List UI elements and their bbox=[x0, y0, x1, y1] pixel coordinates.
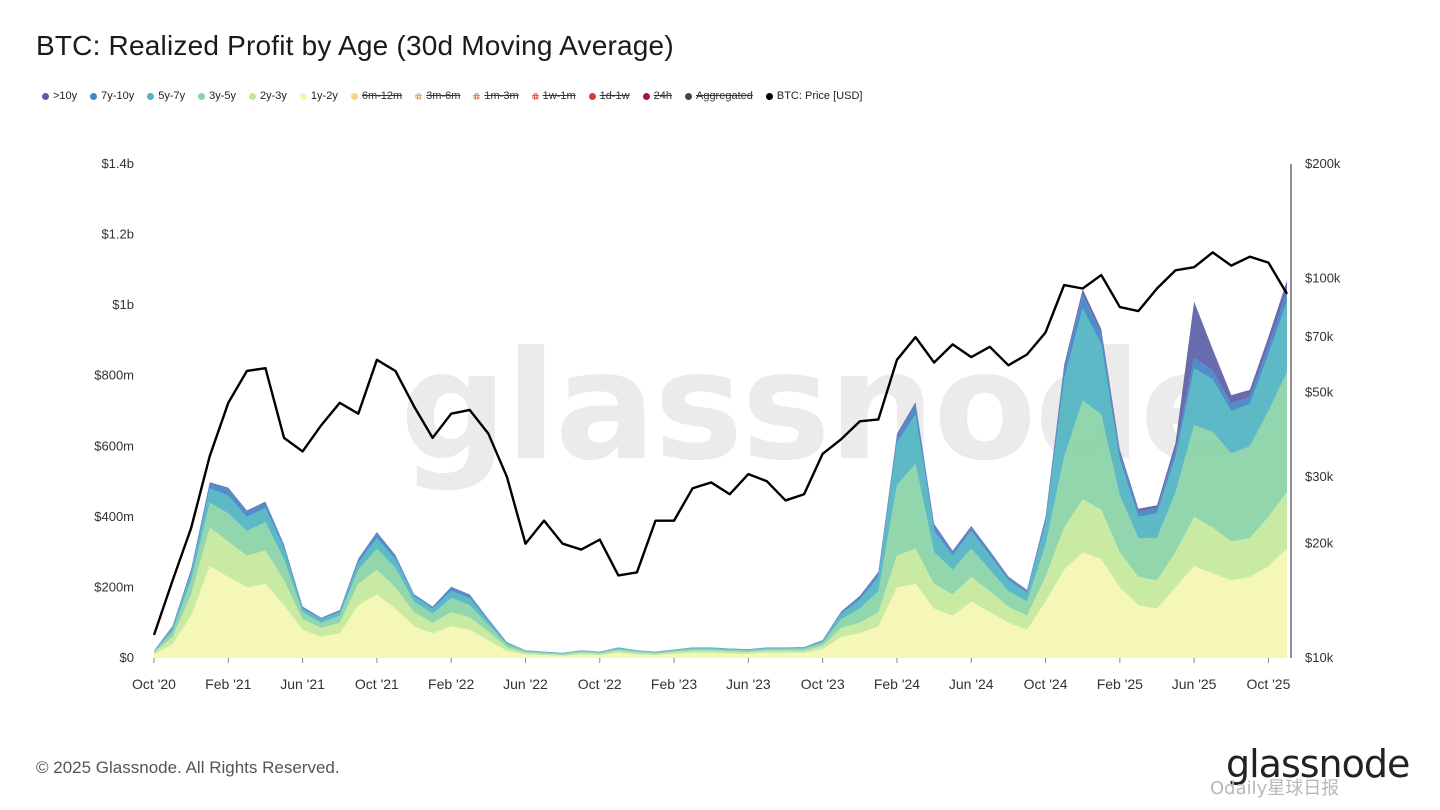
legend-label: 1m-3m bbox=[484, 90, 519, 102]
legend-label: 6m-12m bbox=[361, 90, 403, 102]
y-left-tick-label: $200m bbox=[94, 579, 134, 594]
x-tick-label: Jun '21 bbox=[280, 676, 325, 692]
legend-label: Aggregated bbox=[695, 90, 753, 102]
legend-dot-icon bbox=[299, 92, 307, 100]
area-series-2 bbox=[154, 372, 1287, 655]
legend-label: 3y-5y bbox=[209, 90, 237, 102]
y-right-tick-label: $20k bbox=[1305, 536, 1334, 551]
legend-item[interactable]: 24h bbox=[642, 90, 672, 102]
y-right-tick-label: $10k bbox=[1305, 650, 1334, 665]
y-left-tick-label: $0 bbox=[120, 650, 134, 665]
y-left-tick-label: $1.2b bbox=[101, 227, 134, 242]
legend-item[interactable]: 1y-2y bbox=[299, 90, 338, 102]
legend-item[interactable]: >10y bbox=[42, 90, 77, 102]
x-tick-label: Oct '23 bbox=[801, 676, 845, 692]
overlay-watermark: Odaily星球日报 bbox=[1210, 778, 1340, 799]
legend-dot-icon bbox=[42, 92, 49, 100]
legend-item[interactable]: 2y-3y bbox=[249, 90, 287, 102]
legend-dot-icon bbox=[198, 92, 206, 100]
y-left-tick-label: $1b bbox=[112, 297, 134, 312]
legend-item[interactable]: 7y-10y bbox=[90, 90, 134, 102]
glassnode-logo: glassnode bbox=[1226, 742, 1410, 786]
legend-label: 5y-7y bbox=[158, 90, 186, 102]
price-line bbox=[152, 251, 1289, 636]
x-tick-label: Jun '23 bbox=[726, 676, 771, 692]
legend-dot-icon bbox=[147, 92, 155, 100]
chart-legend: >10y 7y-10y 5y-7y 3y-5y 2y-3y 1y-2y 6m-12m 3m-6… bbox=[42, 90, 875, 102]
legend-label: 1w-1m bbox=[542, 90, 576, 102]
y-left-tick-label: $400m bbox=[94, 509, 134, 524]
legend-label: 1d-1w bbox=[599, 90, 630, 102]
legend-dot-icon bbox=[90, 92, 98, 100]
x-tick-label: Oct '22 bbox=[578, 676, 622, 692]
legend-dot-icon bbox=[249, 92, 257, 100]
x-tick-label: Jun '24 bbox=[949, 676, 994, 692]
legend-dot-icon bbox=[642, 92, 650, 100]
legend-label: 3m-6m bbox=[426, 90, 461, 102]
legend-item[interactable]: 3y-5y bbox=[198, 90, 236, 102]
legend-label: >10y bbox=[53, 90, 78, 102]
x-tick-label: Oct '25 bbox=[1246, 676, 1290, 692]
legend-item[interactable]: 3m-6m bbox=[415, 90, 460, 102]
copyright-text: © 2025 Glassnode. All Rights Reserved. bbox=[36, 758, 340, 777]
legend-item[interactable]: 5y-7y bbox=[147, 90, 185, 102]
legend-item[interactable]: Aggregated bbox=[684, 90, 753, 102]
y-right-tick-label: $200k bbox=[1305, 156, 1341, 171]
legend-dot-icon bbox=[415, 92, 423, 100]
area-series-1 bbox=[154, 492, 1287, 656]
legend-dot-icon bbox=[473, 92, 481, 100]
y-left-tick-label: $600m bbox=[94, 438, 134, 453]
area-series-0 bbox=[154, 548, 1287, 658]
x-tick-label: Oct '21 bbox=[355, 676, 399, 692]
y-right-tick-label: $100k bbox=[1305, 270, 1341, 285]
x-tick-label: Feb '24 bbox=[874, 676, 920, 692]
x-tick-label: Jun '25 bbox=[1172, 676, 1217, 692]
legend-label: 2y-3y bbox=[260, 90, 287, 102]
x-tick-label: Feb '22 bbox=[428, 676, 474, 692]
x-tick-label: Feb '25 bbox=[1097, 676, 1143, 692]
chart-title: BTC: Realized Profit by Age (30d Moving … bbox=[36, 30, 674, 61]
legend-item[interactable]: 6m-12m bbox=[350, 90, 403, 102]
x-tick-label: Feb '23 bbox=[651, 676, 697, 692]
legend-dot-icon bbox=[350, 92, 358, 100]
x-tick-label: Jun '22 bbox=[503, 676, 548, 692]
legend-dot-icon bbox=[588, 92, 596, 100]
x-tick-label: Oct '24 bbox=[1024, 676, 1068, 692]
x-tick-label: Oct '20 bbox=[132, 676, 176, 692]
legend-label: BTC: Price [USD] bbox=[776, 90, 863, 102]
y-right-tick-label: $50k bbox=[1305, 385, 1334, 400]
legend-item[interactable]: 1w-1m bbox=[531, 90, 576, 102]
legend-label: 24h bbox=[653, 90, 672, 102]
y-left-tick-label: $800m bbox=[94, 368, 134, 383]
y-right-tick-label: $70k bbox=[1305, 329, 1334, 344]
legend-item[interactable]: 1d-1w bbox=[588, 90, 630, 102]
legend-label: 1y-2y bbox=[310, 90, 338, 102]
legend-item[interactable]: BTC: Price [USD] bbox=[765, 90, 863, 102]
legend-item[interactable]: 1m-3m bbox=[473, 90, 519, 102]
legend-label: 7y-10y bbox=[101, 90, 135, 102]
y-left-tick-label: $1.4b bbox=[101, 156, 134, 171]
y-right-tick-label: $30k bbox=[1305, 469, 1334, 484]
legend-dot-icon bbox=[765, 92, 773, 100]
legend-dot-icon bbox=[531, 92, 539, 100]
x-tick-label: Feb '21 bbox=[205, 676, 251, 692]
legend-dot-icon bbox=[684, 92, 692, 100]
